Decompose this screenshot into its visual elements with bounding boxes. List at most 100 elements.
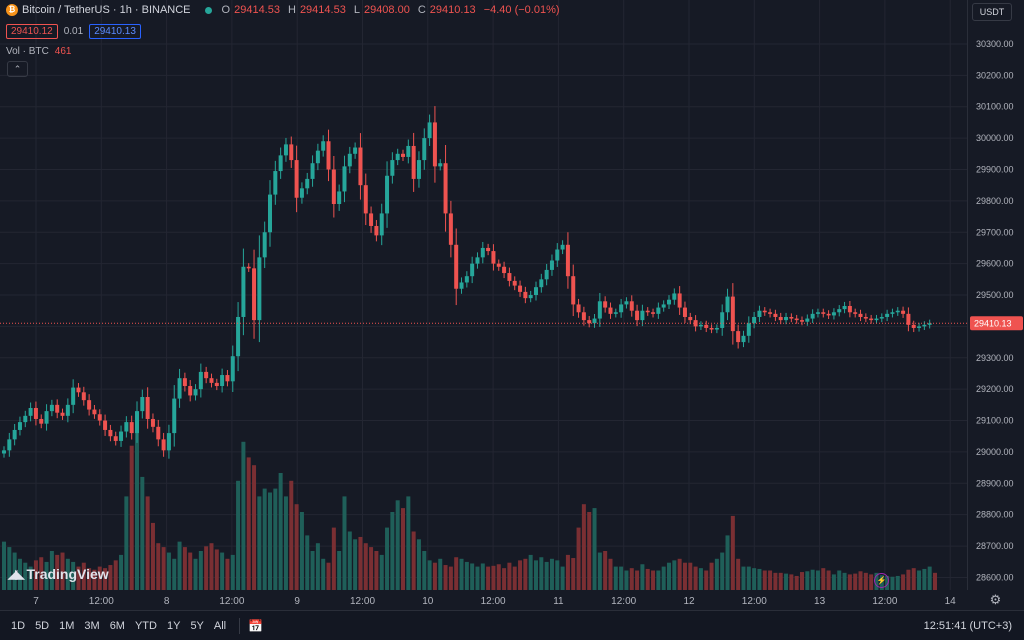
price-tick-label: 29100.00 bbox=[976, 416, 1014, 426]
price-tick-label: 29500.00 bbox=[976, 290, 1014, 300]
volume-bar bbox=[310, 551, 315, 590]
range-button-1y[interactable]: 1Y bbox=[166, 619, 181, 632]
candle-body bbox=[124, 422, 129, 432]
volume-bar bbox=[161, 547, 166, 590]
volume-bar bbox=[241, 441, 246, 590]
volume-bar bbox=[443, 565, 448, 590]
candle-body bbox=[76, 387, 81, 393]
candle-body bbox=[555, 249, 560, 261]
last-price-label: 29410.13 bbox=[974, 319, 1012, 329]
volume-bar bbox=[645, 568, 650, 590]
candle-body bbox=[762, 310, 767, 313]
volume-bar bbox=[693, 566, 698, 590]
collapse-legend-button[interactable]: ⌃ bbox=[7, 61, 28, 77]
candle-body bbox=[597, 301, 602, 319]
range-button-all[interactable]: All bbox=[213, 619, 227, 632]
symbol-title[interactable]: Bitcoin / TetherUS · 1h · BINANCE bbox=[22, 4, 191, 16]
price-chart[interactable] bbox=[0, 0, 967, 590]
candle-body bbox=[326, 141, 331, 170]
volume-bar bbox=[842, 572, 847, 590]
volume-bar bbox=[651, 570, 656, 590]
candle-body bbox=[890, 312, 895, 314]
ohlc-low-value: 29408.00 bbox=[363, 4, 410, 16]
volume-bar bbox=[140, 476, 145, 590]
candle-body bbox=[544, 269, 549, 280]
currency-selector[interactable]: USDT bbox=[972, 3, 1012, 21]
lightning-icon[interactable]: ⚡ bbox=[874, 573, 889, 588]
range-button-ytd[interactable]: YTD bbox=[134, 619, 157, 632]
candle-body bbox=[624, 301, 629, 305]
volume-bar bbox=[76, 566, 81, 590]
volume-bar bbox=[363, 543, 368, 590]
volume-bar bbox=[464, 561, 469, 590]
candle-body bbox=[374, 225, 379, 236]
range-button-5y[interactable]: 5Y bbox=[190, 619, 204, 632]
volume-bar bbox=[108, 565, 113, 590]
candle-body bbox=[448, 213, 453, 245]
candle-body bbox=[294, 160, 299, 198]
time-axis[interactable]: 7 12:00 8 12:00 9 12:00 10 12:00 11 12:00 12 12:00 1… bbox=[0, 590, 967, 610]
ohlc-close-value: 29410.13 bbox=[429, 4, 476, 16]
sell-price-button[interactable]: 29410.12 bbox=[6, 24, 58, 39]
ohlc-close-label: C bbox=[417, 4, 426, 16]
volume-bar bbox=[416, 539, 421, 590]
candle-body bbox=[746, 323, 751, 336]
candle-body bbox=[33, 407, 38, 419]
candle-body bbox=[752, 316, 757, 324]
candle-body bbox=[698, 324, 703, 327]
candle-body bbox=[847, 306, 852, 313]
candle-body bbox=[289, 144, 294, 161]
volume-bar bbox=[268, 492, 272, 590]
volume-bar bbox=[369, 547, 374, 590]
candle-body bbox=[901, 310, 906, 314]
candle-body bbox=[113, 436, 118, 441]
volume-bar bbox=[480, 563, 485, 590]
candle-body bbox=[443, 163, 448, 214]
toolbar-divider bbox=[239, 617, 241, 634]
volume-bar bbox=[847, 574, 852, 590]
volume-legend[interactable]: Vol · BTC 461 bbox=[6, 46, 71, 57]
tradingview-watermark[interactable]: ◢◣ TradingView bbox=[8, 566, 109, 582]
range-button-5d[interactable]: 5D bbox=[35, 619, 50, 632]
volume-bar bbox=[23, 562, 28, 590]
candle-body bbox=[576, 304, 581, 313]
volume-bar bbox=[156, 543, 161, 590]
volume-bar bbox=[592, 508, 597, 590]
volume-bar bbox=[390, 512, 395, 590]
clock-timezone[interactable]: 12:51:41 (UTC+3) bbox=[923, 619, 1012, 632]
candle-body bbox=[166, 433, 171, 451]
volume-bar bbox=[438, 558, 443, 590]
volume-bar bbox=[597, 552, 602, 590]
candle-body bbox=[140, 397, 145, 412]
range-button-1d[interactable]: 1D bbox=[11, 619, 26, 632]
candle-body bbox=[677, 293, 682, 308]
chart-pane[interactable]: ₿ Bitcoin / TetherUS · 1h · BINANCE O 294… bbox=[0, 0, 967, 590]
candle-body bbox=[853, 312, 858, 314]
range-button-6m[interactable]: 6M bbox=[109, 619, 125, 632]
price-tick-label: 28700.00 bbox=[976, 541, 1014, 551]
candle-body bbox=[193, 389, 198, 396]
candle-body bbox=[688, 316, 693, 321]
range-button-1m[interactable]: 1M bbox=[59, 619, 75, 632]
volume-bar bbox=[619, 566, 624, 590]
candle-body bbox=[252, 268, 257, 321]
candle-body bbox=[422, 138, 427, 161]
candle-body bbox=[815, 312, 820, 314]
candle-body bbox=[837, 309, 842, 313]
volume-bar bbox=[60, 552, 65, 590]
volume-bar bbox=[800, 572, 804, 590]
price-tick-label: 30300.00 bbox=[976, 39, 1014, 49]
volume-bar bbox=[736, 558, 741, 590]
volume-bar bbox=[486, 566, 491, 590]
calendar-icon[interactable]: 📅 bbox=[248, 618, 264, 633]
bottom-toolbar: 1D 5D 1M 3M 6M YTD 1Y 5Y All 📅 12:51:41 (UTC+3) bbox=[0, 610, 1024, 640]
candle-body bbox=[23, 415, 28, 423]
time-tick-label: 12:00 bbox=[219, 596, 244, 607]
candle-body bbox=[821, 312, 826, 314]
price-axis[interactable]: 30300.00 30200.00 30100.00 30000.00 29900.00… bbox=[967, 0, 1024, 590]
volume-bar bbox=[576, 527, 581, 590]
buy-price-button[interactable]: 29410.13 bbox=[89, 24, 141, 39]
range-button-3m[interactable]: 3M bbox=[84, 619, 100, 632]
volume-bar bbox=[294, 504, 299, 590]
chart-settings-button[interactable]: ⚙ bbox=[967, 590, 1024, 610]
